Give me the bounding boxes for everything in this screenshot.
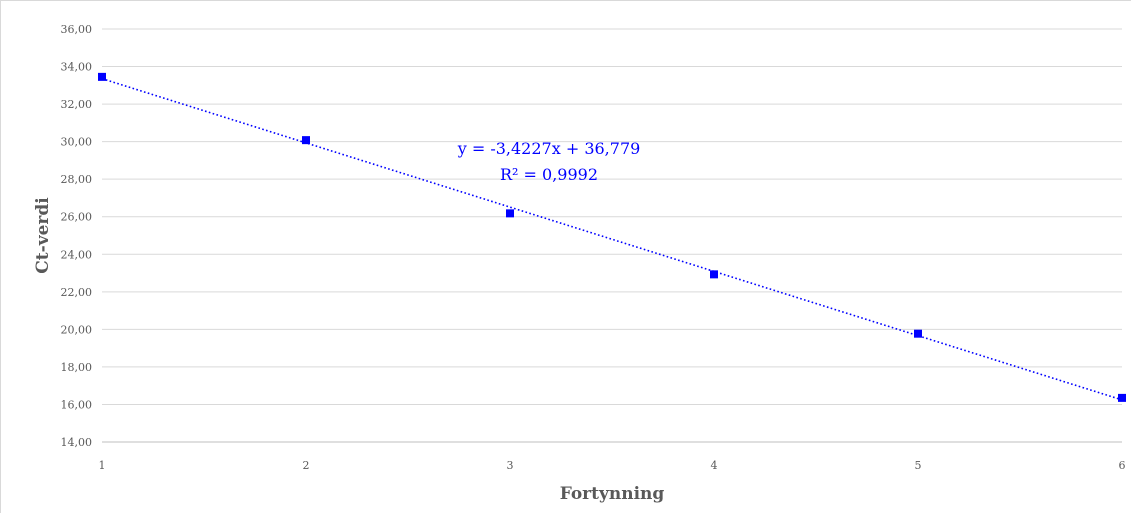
data-point	[914, 329, 922, 338]
y-tick-label: 24,00	[61, 248, 93, 261]
y-tick-label: 18,00	[61, 361, 93, 374]
y-tick-label: 16,00	[61, 398, 93, 411]
y-tick-label: 22,00	[61, 286, 93, 299]
data-point	[710, 270, 718, 279]
y-tick-label: 32,00	[61, 98, 93, 111]
y-tick-label: 28,00	[61, 173, 93, 186]
data-point	[98, 72, 106, 81]
y-axis-tick-labels: 14,00 16,00 18,00 20,00 22,00 24,00 26,00 28,00…	[61, 23, 93, 449]
trendline-r-squared: R² = 0,9992	[500, 165, 598, 184]
x-tick-label: 3	[507, 459, 514, 472]
trendline-equation: y = -3,4227x + 36,779	[457, 139, 641, 158]
x-tick-label: 2	[303, 459, 310, 472]
x-axis-tick-labels: 1 2 3 4 5 6	[99, 459, 1126, 472]
y-tick-label: 34,00	[61, 61, 93, 74]
y-tick-label: 14,00	[61, 436, 93, 449]
x-tick-label: 1	[99, 459, 106, 472]
y-tick-label: 30,00	[61, 136, 93, 149]
y-tick-label: 36,00	[61, 23, 93, 36]
y-tick-label: 20,00	[61, 323, 93, 336]
x-tick-label: 5	[915, 459, 922, 472]
data-points	[98, 72, 1126, 402]
x-tick-label: 6	[1119, 459, 1126, 472]
x-axis-title: Fortynning	[560, 484, 665, 504]
gridlines	[102, 28, 1122, 405]
data-point	[506, 209, 514, 218]
data-point	[302, 136, 310, 145]
y-axis-title: Ct-verdi	[33, 197, 53, 274]
data-point	[1118, 393, 1126, 402]
trendline	[101, 77, 1123, 401]
y-tick-label: 26,00	[61, 211, 93, 224]
x-tick-label: 4	[711, 459, 718, 472]
